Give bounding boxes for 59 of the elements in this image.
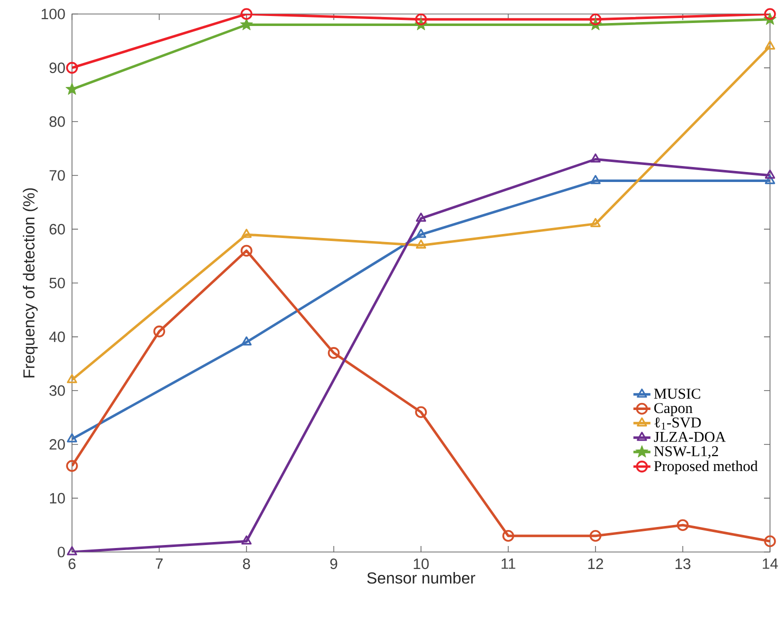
y-tick-label: 90 xyxy=(50,62,65,74)
point xyxy=(241,535,252,545)
x-tick-label: 13 xyxy=(676,558,690,570)
point xyxy=(66,433,78,442)
point xyxy=(328,347,340,359)
x-tick-label: 14 xyxy=(762,558,778,569)
x-tick-label: 9 xyxy=(330,558,338,570)
point xyxy=(590,174,601,184)
x-tick-label: 12 xyxy=(588,558,604,569)
point xyxy=(240,8,252,20)
y-tick-label: 50 xyxy=(49,278,65,288)
legend-label: ℓ$_{1}$-SVD xyxy=(654,417,701,430)
point xyxy=(66,460,78,472)
y-tick-label: 60 xyxy=(50,224,65,234)
x-tick-label: 10 xyxy=(414,558,429,570)
y-tick-label: 20 xyxy=(50,439,65,450)
point xyxy=(764,8,776,20)
point xyxy=(66,374,78,384)
point xyxy=(241,336,252,346)
point xyxy=(66,62,78,74)
point xyxy=(764,170,776,179)
legend-label: NSW-L1,2 xyxy=(654,446,718,458)
point xyxy=(415,406,427,418)
y-tick-label: 40 xyxy=(49,332,65,342)
point xyxy=(590,13,602,26)
point xyxy=(241,228,252,238)
x-axis-title: Sensor number xyxy=(367,572,476,584)
point xyxy=(66,546,78,556)
point xyxy=(416,212,426,222)
point xyxy=(415,13,427,26)
point xyxy=(240,18,253,30)
point xyxy=(416,240,426,249)
y-tick-label: 30 xyxy=(49,385,65,396)
y-tick-label: 100 xyxy=(42,8,65,20)
point xyxy=(676,519,689,531)
x-tick-label: 6 xyxy=(68,558,76,570)
point xyxy=(502,530,514,542)
point xyxy=(416,228,426,238)
legend-label: MUSIC xyxy=(654,388,700,399)
y-tick-label: 0 xyxy=(58,546,65,558)
point xyxy=(590,530,602,542)
x-tick-label: 8 xyxy=(243,558,250,570)
point xyxy=(66,82,78,95)
legend-label: Proposed method xyxy=(654,460,758,474)
point xyxy=(153,326,166,338)
legend-label: Capon xyxy=(654,403,692,416)
y-tick-label: 10 xyxy=(50,492,65,504)
point xyxy=(764,174,776,184)
legend-label: JLZA-DOA xyxy=(654,432,726,442)
point xyxy=(240,244,252,257)
point xyxy=(590,153,601,163)
point xyxy=(764,40,776,50)
y-axis-title: Frequency of detection (%) xyxy=(22,188,38,378)
x-tick-label: 7 xyxy=(156,558,163,569)
y-tick-label: 80 xyxy=(50,116,65,127)
x-tick-label: 11 xyxy=(502,558,516,569)
point xyxy=(764,535,776,548)
point xyxy=(590,218,601,228)
y-tick-label: 70 xyxy=(50,170,65,181)
